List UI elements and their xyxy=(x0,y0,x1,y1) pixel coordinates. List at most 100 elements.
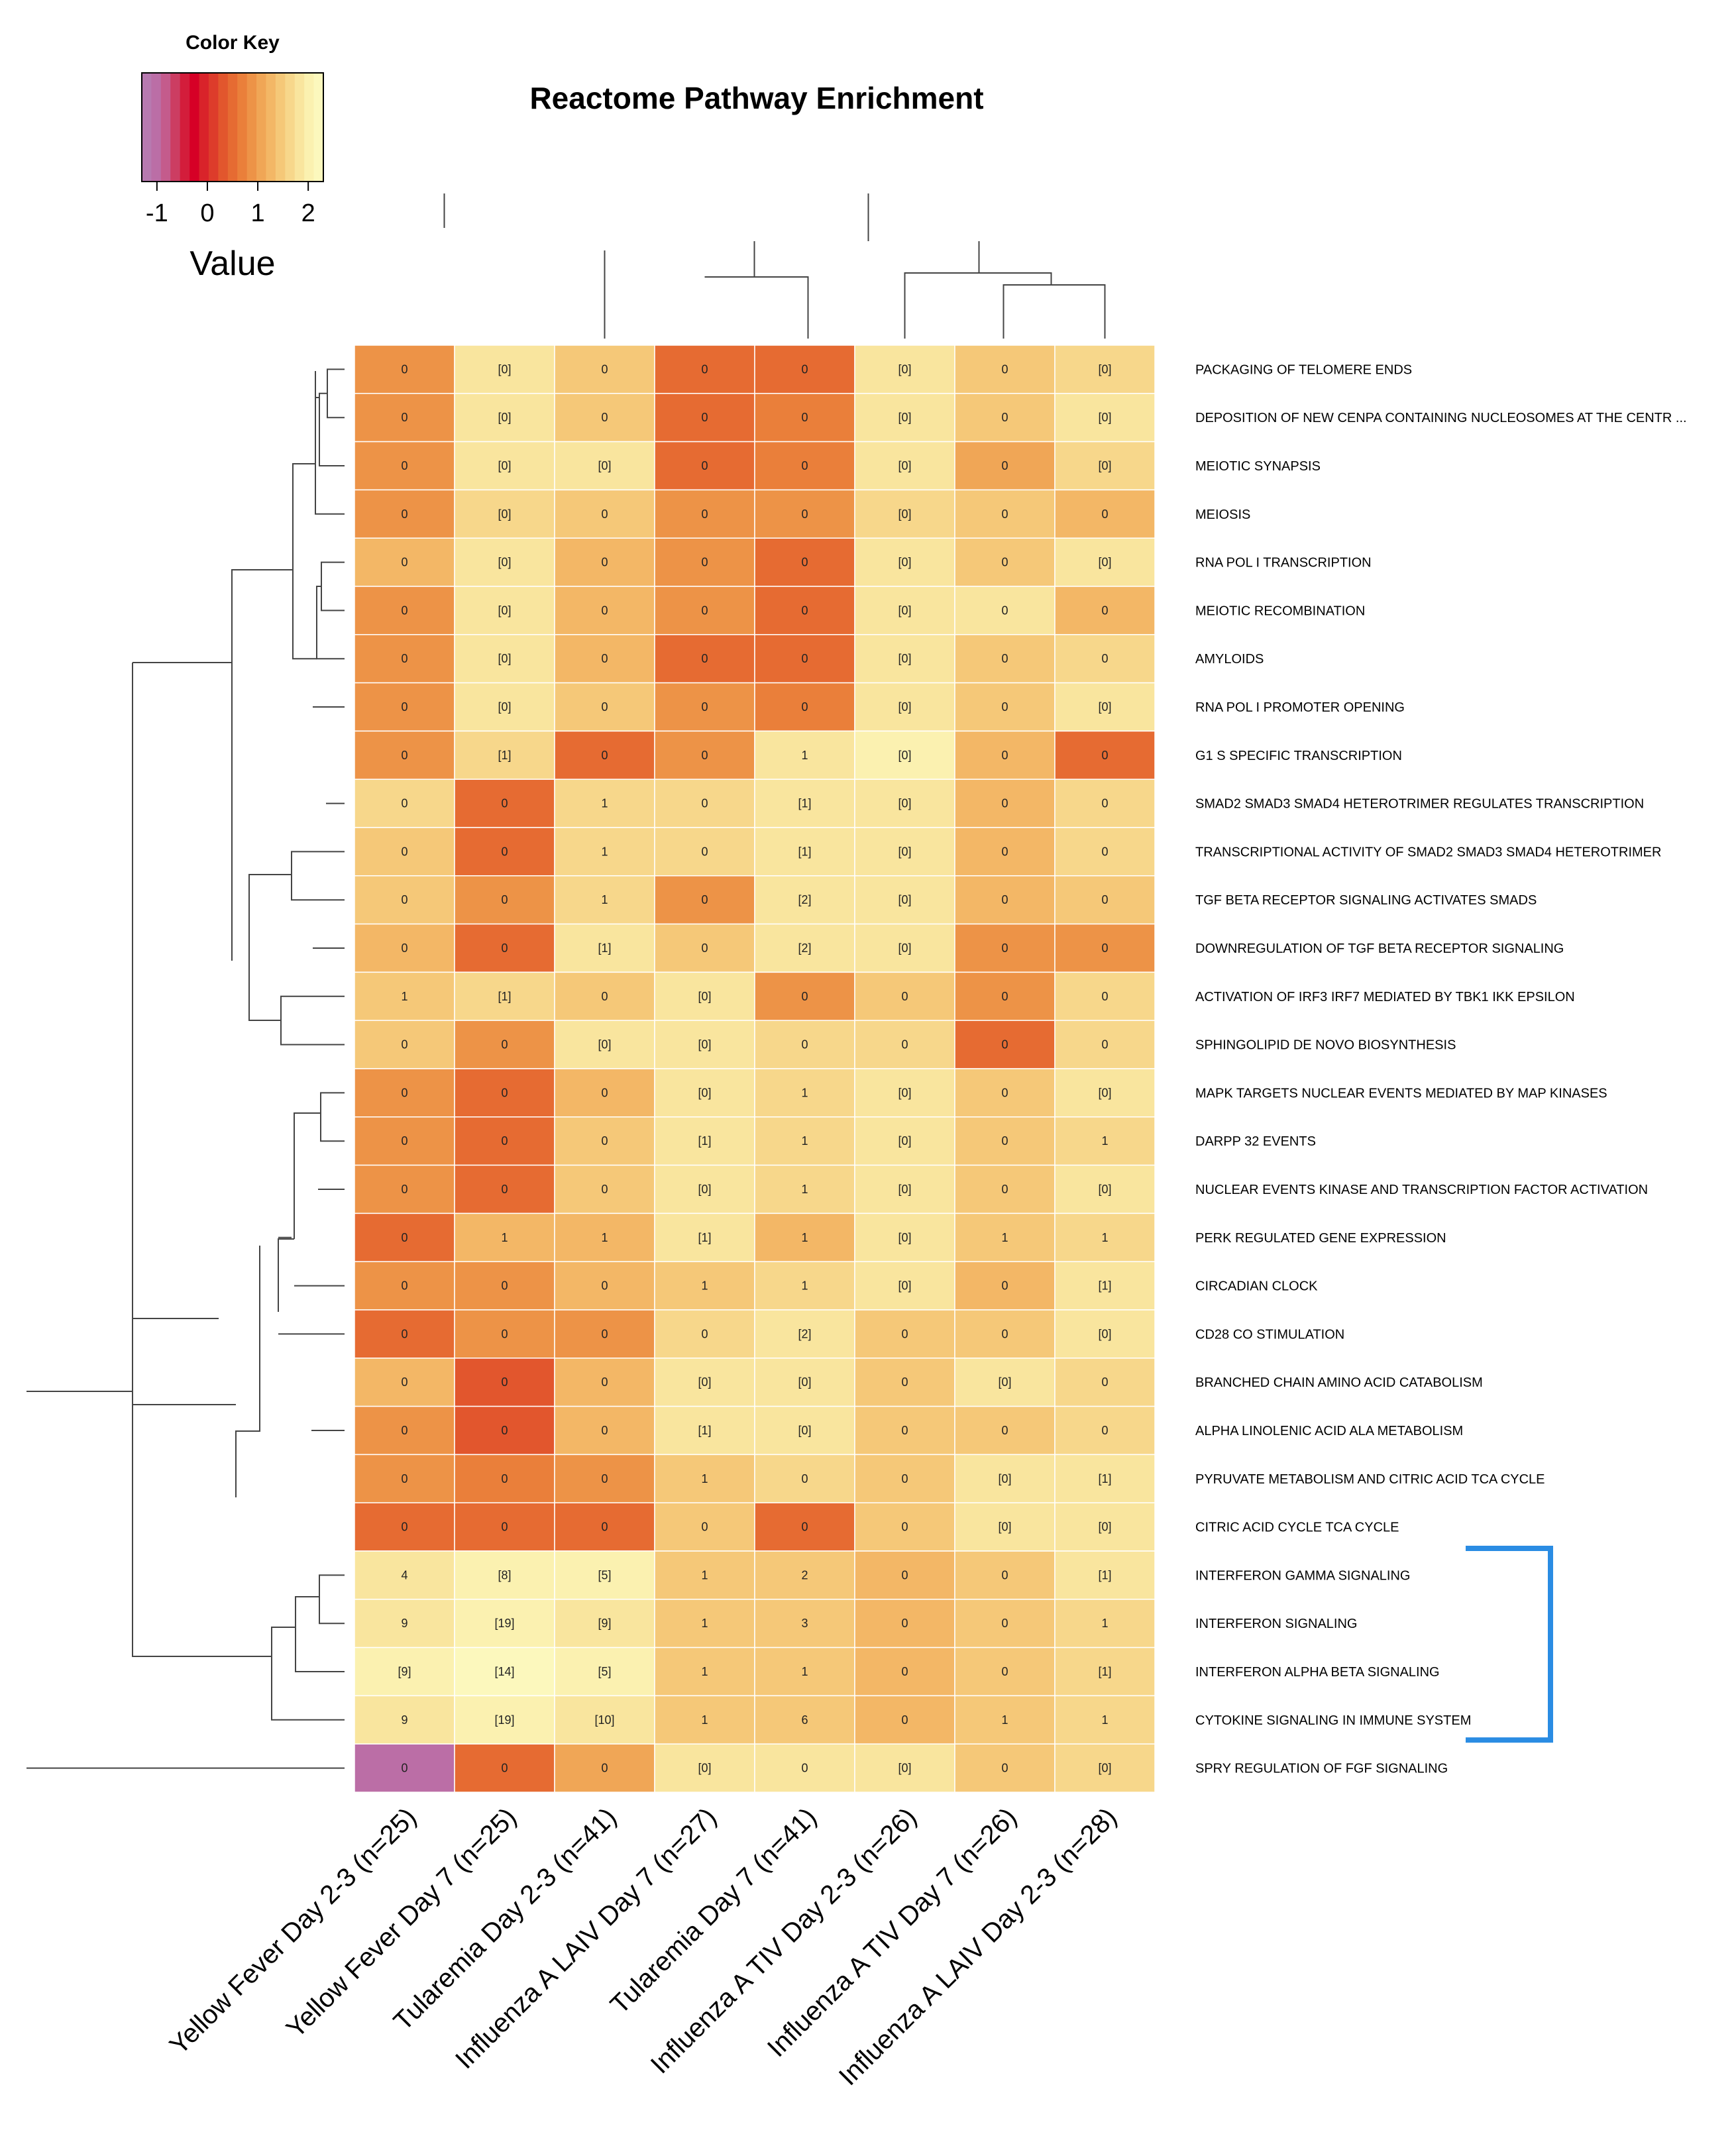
heatmap-cell xyxy=(354,1309,455,1359)
heatmap-cell-label: 0 xyxy=(1101,749,1108,762)
heatmap-cell xyxy=(354,1695,455,1745)
heatmap-cell xyxy=(354,345,455,394)
heatmap-cell-label: 0 xyxy=(1001,411,1008,424)
heatmap-cell xyxy=(354,1743,455,1793)
heatmap-cell-label: [19] xyxy=(494,1617,514,1630)
heatmap-cell-label: [8] xyxy=(498,1568,511,1582)
heatmap-cell xyxy=(654,1405,755,1456)
heatmap-cell-label: 0 xyxy=(1001,652,1008,665)
heatmap-cell-label: [0] xyxy=(1098,459,1111,472)
heatmap-cell xyxy=(754,586,855,635)
heatmap-cell xyxy=(654,971,755,1021)
row-dendrogram-branch xyxy=(292,463,317,660)
row-dendrogram-branch xyxy=(278,1238,294,1312)
heatmap-cell-label: 0 xyxy=(401,1521,407,1534)
heatmap-cell-label: [0] xyxy=(498,556,511,569)
heatmap-cell-label: 0 xyxy=(601,1086,608,1099)
heatmap-cell xyxy=(854,586,955,635)
heatmap-cell xyxy=(554,1212,655,1262)
heatmap-cell xyxy=(954,1309,1056,1359)
heatmap-cell-label: 0 xyxy=(1101,652,1108,665)
heatmap-cell-label: 0 xyxy=(601,604,608,617)
heatmap-cell-label: 0 xyxy=(701,556,708,569)
heatmap-cell xyxy=(1054,1116,1156,1166)
heatmap-cell xyxy=(354,1068,455,1118)
color-key-swatch xyxy=(208,73,219,182)
heatmap-cell xyxy=(754,1309,855,1359)
heatmap-cell-label: 0 xyxy=(501,1183,508,1196)
heatmap-cell xyxy=(754,537,855,587)
row-label: CYTOKINE SIGNALING IN IMMUNE SYSTEM xyxy=(1195,1713,1471,1728)
heatmap-cell-label: 0 xyxy=(601,652,608,665)
color-key-swatch xyxy=(142,73,152,182)
heatmap-cell-label: 0 xyxy=(1001,1327,1008,1340)
row-label: MAPK TARGETS NUCLEAR EVENTS MEDIATED BY … xyxy=(1195,1086,1607,1101)
heatmap-cell-label: 0 xyxy=(701,604,708,617)
heatmap-cell-label: 0 xyxy=(801,411,808,424)
heatmap-cell-label: 9 xyxy=(401,1617,407,1630)
heatmap-cell-label: 0 xyxy=(1001,1762,1008,1775)
heatmap-cell-label: [0] xyxy=(898,893,911,906)
heatmap-cell-label: [0] xyxy=(698,1038,711,1051)
column-dendrogram-branch xyxy=(904,272,1052,339)
heatmap-cell-label: [0] xyxy=(698,1183,711,1196)
heatmap-cell-label: 0 xyxy=(601,749,608,762)
heatmap-cell-label: [1] xyxy=(1098,1665,1111,1678)
heatmap-cell-label: 0 xyxy=(1001,1086,1008,1099)
heatmap-cell xyxy=(754,1743,855,1793)
heatmap-cell-label: 0 xyxy=(501,1375,508,1389)
heatmap-cell-label: [0] xyxy=(898,508,911,521)
heatmap-cell-label: [1] xyxy=(798,797,811,810)
heatmap-cell-label: 0 xyxy=(401,893,407,906)
heatmap-cell-label: 0 xyxy=(401,1134,407,1148)
heatmap-cell-label: 0 xyxy=(401,411,407,424)
heatmap-cell xyxy=(1054,1695,1156,1745)
color-key-swatch xyxy=(246,73,257,182)
heatmap-cell-label: 0 xyxy=(1001,749,1008,762)
heatmap-cell-label: [0] xyxy=(998,1521,1011,1534)
column-labels: Yellow Fever Day 2-3 (n=25)Yellow Fever … xyxy=(164,1802,1122,2091)
heatmap-cell-label: 1 xyxy=(501,1231,508,1244)
heatmap-cell xyxy=(454,1116,555,1166)
row-dendrogram-branch xyxy=(315,371,345,515)
heatmap-cell-label: 6 xyxy=(801,1713,808,1727)
heatmap-cell-label: [0] xyxy=(898,1183,911,1196)
color-key-swatch xyxy=(237,73,248,182)
heatmap-cell-label: [0] xyxy=(698,1375,711,1389)
heatmap-cell-label: [2] xyxy=(798,1327,811,1340)
heatmap-cell-label: 0 xyxy=(401,1375,407,1389)
heatmap-cell-label: 1 xyxy=(801,1134,808,1148)
heatmap-cell-label: 0 xyxy=(401,508,407,521)
heatmap-cell xyxy=(854,1599,955,1648)
heatmap-cell-label: 1 xyxy=(601,797,608,810)
color-key-frame xyxy=(141,72,324,182)
row-label: ACTIVATION OF IRF3 IRF7 MEDIATED BY TBK1… xyxy=(1195,990,1575,1004)
heatmap-cell xyxy=(854,634,955,684)
heatmap-cell-label: 2 xyxy=(801,1568,808,1582)
row-label: CITRIC ACID CYCLE TCA CYCLE xyxy=(1195,1521,1399,1535)
heatmap-cell-label: [0] xyxy=(698,1762,711,1775)
heatmap-cell-label: 0 xyxy=(601,1521,608,1534)
row-dendrogram-branch xyxy=(291,851,345,901)
color-key-swatch xyxy=(313,73,324,182)
heatmap-cell-label: [0] xyxy=(1098,362,1111,376)
heatmap-cell xyxy=(554,730,655,780)
heatmap-cell-label: 0 xyxy=(901,1568,908,1582)
heatmap-cell xyxy=(654,1695,755,1745)
row-label: TRANSCRIPTIONAL ACTIVITY OF SMAD2 SMAD3 … xyxy=(1195,845,1661,859)
heatmap-cell-label: 0 xyxy=(501,797,508,810)
heatmap-cell-label: 0 xyxy=(601,1134,608,1148)
heatmap-cell-label: [0] xyxy=(1098,1762,1111,1775)
heatmap-cell xyxy=(454,1454,555,1503)
heatmap-cell-label: 0 xyxy=(601,1424,608,1437)
heatmap-cell-label: 0 xyxy=(701,749,708,762)
heatmap-cell xyxy=(954,586,1056,635)
heatmap-cell xyxy=(754,393,855,443)
heatmap-cell xyxy=(654,1599,755,1648)
heatmap-cell-label: [0] xyxy=(698,1086,711,1099)
heatmap-cell-label: 0 xyxy=(1001,1617,1008,1630)
heatmap-cell-label: 0 xyxy=(1101,990,1108,1003)
heatmap-cell xyxy=(654,1454,755,1503)
color-key-swatch xyxy=(218,73,229,182)
heatmap-cell-label: [1] xyxy=(698,1231,711,1244)
